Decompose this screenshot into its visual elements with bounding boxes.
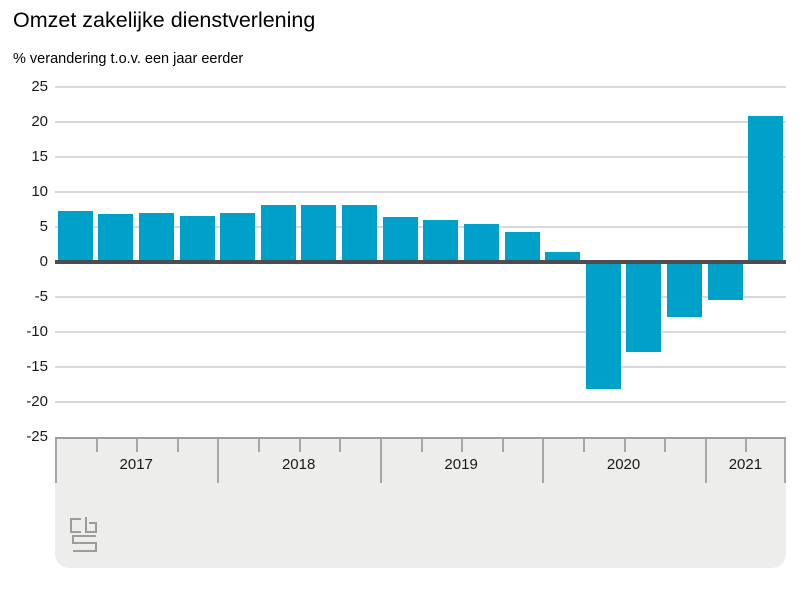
quarter-tick-2019 [501, 439, 504, 452]
chart-subtitle: % verandering t.o.v. een jaar eerder [13, 51, 244, 67]
bar-2018-q4 [342, 204, 378, 262]
quarter-tick-2017 [95, 439, 98, 452]
y-tick-label--5: -5 [34, 288, 48, 305]
bar-2020-q2 [585, 262, 621, 390]
year-tick-start [55, 439, 57, 483]
cbs-logo [70, 517, 97, 552]
quarter-tick-2020 [582, 439, 585, 452]
quarter-tick-2017 [176, 439, 179, 452]
bar-2020-q4 [666, 262, 702, 317]
x-year-label-2019: 2019 [444, 456, 478, 473]
gridline-y-15 [55, 156, 786, 158]
y-tick-label-5: 5 [39, 218, 48, 235]
bar-2017-q3 [139, 213, 175, 262]
year-tick-end-2018 [379, 439, 382, 483]
bar-2017-q1 [57, 210, 93, 262]
gridline-y-20 [55, 121, 786, 123]
quarter-tick-2019 [461, 439, 464, 452]
year-tick-end-2017 [217, 439, 220, 483]
x-year-label-2017: 2017 [119, 456, 153, 473]
y-tick-label-15: 15 [31, 148, 48, 165]
bar-2017-q4 [179, 215, 215, 262]
quarter-tick-2018 [258, 439, 261, 452]
gridline-y--15 [55, 366, 786, 368]
plot-area [55, 86, 786, 437]
bar-2020-q3 [626, 262, 662, 353]
y-tick-label-20: 20 [31, 113, 48, 130]
bar-2018-q1 [220, 213, 256, 262]
bar-2020-q1 [545, 252, 581, 262]
gridline-y-5 [55, 226, 786, 228]
gridline-y-10 [55, 191, 786, 193]
y-tick-label-0: 0 [39, 253, 48, 270]
gridline-y--10 [55, 331, 786, 333]
quarter-tick-2020 [623, 439, 626, 452]
bar-2019-q4 [504, 231, 540, 262]
bar-2018-q2 [260, 204, 296, 262]
y-tick-label--15: -15 [26, 358, 48, 375]
zero-line [55, 260, 786, 264]
bar-2021-q2 [748, 116, 784, 262]
bar-2021-q1 [707, 262, 743, 300]
bar-2019-q3 [463, 223, 499, 262]
x-year-label-2020: 2020 [606, 456, 641, 473]
y-tick-label--10: -10 [26, 323, 48, 340]
gridline-y-25 [55, 86, 786, 88]
y-tick-label--25: -25 [26, 428, 48, 445]
y-tick-label-10: 10 [31, 183, 48, 200]
gridline-y--20 [55, 401, 786, 403]
x-axis-band: 2017 2018 2019 2020 2021 [55, 437, 786, 568]
year-tick-end-2020 [704, 439, 707, 483]
bar-2018-q3 [301, 205, 337, 262]
y-tick-label-25: 25 [31, 78, 48, 95]
quarter-tick-2020 [664, 439, 667, 452]
chart-title: Omzet zakelijke dienstverlening [13, 8, 316, 32]
quarter-tick-2019 [420, 439, 423, 452]
x-year-label-2018: 2018 [281, 456, 316, 473]
year-tick-end-2021 [784, 439, 786, 483]
quarter-tick-2018 [298, 439, 301, 452]
quarter-tick-2021 [745, 439, 748, 452]
y-axis-labels: 25 20 15 10 5 0 -5 -10 -15 -20 -25 [0, 78, 48, 445]
year-tick-end-2019 [542, 439, 545, 483]
bar-2017-q2 [98, 214, 134, 262]
y-tick-label--20: -20 [26, 393, 48, 410]
x-year-label-2021: 2021 [728, 456, 763, 473]
bar-2019-q1 [382, 217, 418, 262]
quarter-tick-2017 [136, 439, 139, 452]
bar-2019-q2 [423, 220, 459, 262]
gridline-y--5 [55, 296, 786, 298]
quarter-tick-2018 [339, 439, 342, 452]
